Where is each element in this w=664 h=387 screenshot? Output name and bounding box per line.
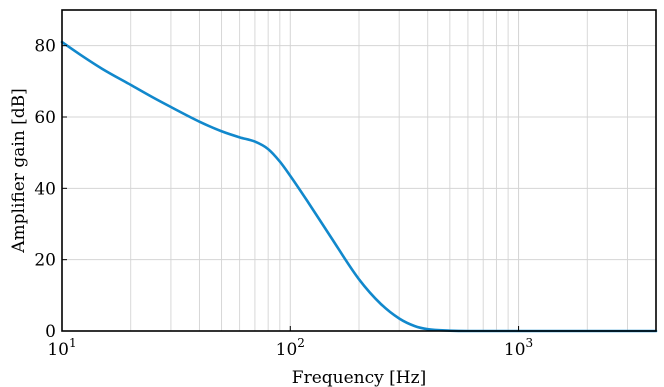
y-tick-labels: 0 20 40 60 80 [34,37,67,342]
y-tick-label: 80 [34,37,56,57]
minor-gridlines [130,10,628,331]
y-tick-label: 20 [34,251,56,271]
x-tick-label: 103 [504,336,533,360]
y-tick-label: 0 [45,322,56,342]
y-tick-label: 40 [34,179,56,199]
major-gridlines [62,10,656,331]
y-tick-label: 60 [34,108,56,128]
x-tick-label: 102 [276,336,305,360]
plot-frame [61,9,657,332]
x-tick-label: 101 [47,336,76,360]
y-axis-label: Amplifier gain [dB] [9,88,29,254]
x-axis-label: Frequency [Hz] [292,368,426,387]
x-tick-labels: 101 102 103 [47,326,533,360]
